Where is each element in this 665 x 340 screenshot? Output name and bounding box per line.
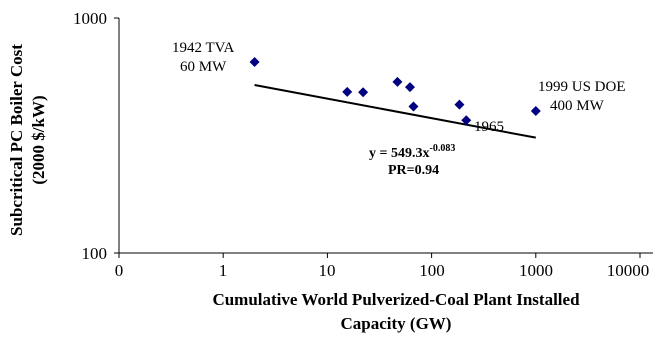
x-tick-label-10000: 10000 [607, 261, 650, 280]
data-point-7 [461, 115, 472, 126]
data-point-8 [530, 106, 541, 117]
data-point-0 [249, 56, 260, 67]
annotation-tva-line1: 1942 TVA [172, 40, 235, 56]
y-ticks [114, 17, 119, 254]
data-point-1 [342, 86, 353, 97]
equation-base: y = 549.3x [369, 146, 429, 161]
trendline [254, 84, 536, 139]
x-ticks [118, 253, 641, 258]
y-tick-label-100: 100 [82, 244, 108, 263]
annotation-doe-line2: 400 MW [550, 98, 605, 114]
x-axis-title-line2: Capacity (GW) [341, 314, 452, 333]
x-tick-label-1000: 1000 [519, 261, 553, 280]
x-axis-title-line1: Cumulative World Pulverized-Coal Plant I… [212, 290, 580, 309]
x-tick-label-10: 10 [319, 261, 336, 280]
data-point-6 [454, 99, 465, 110]
x-tick-label-1: 1 [219, 261, 228, 280]
annotation-doe-line1: 1999 US DOE [538, 79, 626, 95]
x-tick-label-100: 100 [419, 261, 445, 280]
annotation-tva-line2: 60 MW [180, 59, 227, 75]
y-tick-label-1000: 1000 [73, 9, 107, 28]
trendline-pr: PR=0.94 [388, 163, 439, 178]
data-point-4 [404, 82, 415, 93]
data-point-3 [392, 76, 403, 87]
y-axis-title-line2: (2000 $/kW) [29, 95, 48, 184]
data-point-5 [408, 101, 419, 112]
x-tick-label-0: 0 [115, 261, 124, 280]
trendline-equation: y = 549.3x-0.083 [369, 143, 455, 161]
data-points [249, 56, 541, 126]
annotation-1965: 1965 [474, 119, 504, 135]
y-axis-title-line1: Subcritical PC Boiler Cost [7, 44, 26, 236]
equation-exponent: -0.083 [429, 143, 455, 154]
data-point-2 [358, 87, 369, 98]
